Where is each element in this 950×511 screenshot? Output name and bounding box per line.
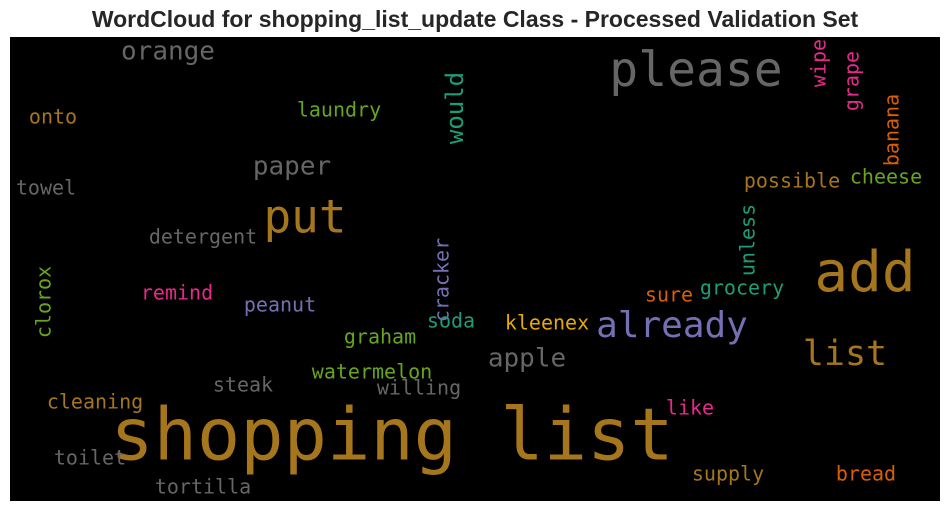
word-bread: bread [836,462,896,486]
word-paper: paper [253,152,331,182]
word-remind: remind [141,281,213,305]
word-cheese: cheese [850,165,922,189]
word-add: add [814,240,915,305]
word-cracker: cracker [430,238,454,322]
word-watermelon: watermelon [312,360,432,384]
word-supply: supply [692,462,764,486]
word-apple: apple [488,344,566,374]
word-willing: willing [377,376,461,400]
chart-title: WordCloud for shopping_list_update Class… [91,6,859,32]
word-tortilla: tortilla [155,475,251,499]
word-laundry: laundry [297,98,381,122]
word-like: like [666,396,714,420]
word-steak: steak [213,373,273,397]
wordcloud-words: shopping list please put add already list oran… [16,37,922,499]
word-would: would [441,72,469,144]
word-please: please [609,42,782,98]
word-sure: sure [645,283,693,307]
word-clorox: clorox [32,266,56,338]
word-grape: grape [840,51,864,111]
wordcloud-background [10,37,940,501]
word-possible: possible [744,169,840,193]
word-orange: orange [121,37,215,67]
word-list: list [803,334,887,374]
word-shopping-list: shopping list [110,393,674,477]
word-toilet: toilet [54,446,126,470]
word-graham: graham [344,325,416,349]
word-already: already [596,305,748,346]
word-grocery: grocery [700,276,784,300]
word-cleaning: cleaning [47,390,143,414]
word-banana: banana [880,94,904,166]
word-peanut: peanut [244,293,316,317]
word-unless: unless [736,204,760,276]
word-onto: onto [29,105,77,129]
word-kleenex: kleenex [505,311,589,335]
word-towel: towel [16,176,76,200]
word-wipe: wipe [807,39,831,87]
word-soda: soda [427,309,475,333]
word-detergent: detergent [149,225,257,249]
word-put: put [263,190,346,244]
